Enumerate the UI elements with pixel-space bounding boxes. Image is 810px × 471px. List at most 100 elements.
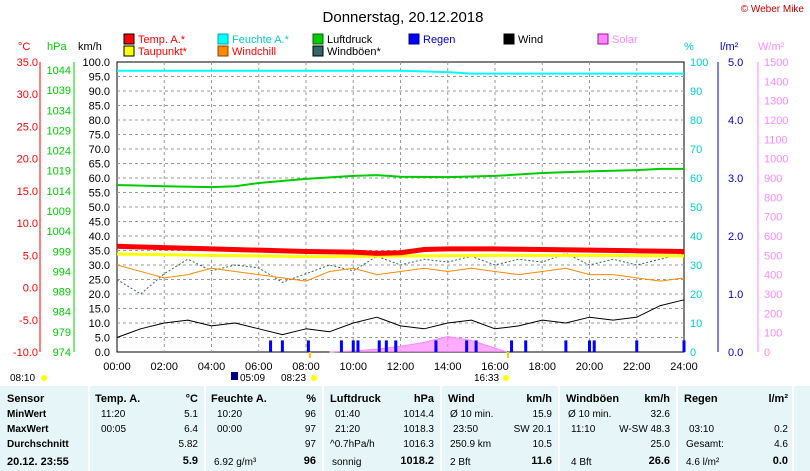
gust-day-avg: 25.0 [650, 439, 670, 450]
wind-tick: 10.0 [89, 318, 110, 330]
sunset-marker [503, 375, 509, 381]
rain-bar [351, 340, 355, 352]
gust-current: 26.6 [648, 455, 670, 467]
solar-tick: 1400 [764, 76, 788, 88]
time-tick: 18:00 [528, 361, 556, 373]
wind-max-time: 23:50 [453, 424, 479, 435]
rain-bar [434, 340, 438, 352]
gust-avg-label: Ø 10 min. [568, 409, 612, 420]
wind-tick: 20.0 [89, 289, 110, 301]
legend-label: Solar [612, 34, 638, 46]
rain-bar [564, 340, 568, 352]
hum-tick: 40 [690, 231, 702, 243]
gust-max: W-SW 48.3 [619, 424, 670, 435]
hum-tick: 10 [690, 318, 702, 330]
temp-tick: 30.0 [17, 89, 38, 101]
stats-col-gust: Windböen km/h Ø 10 min. 32.6 11:10 W-SW … [560, 386, 676, 471]
hum-max-time: 00:00 [217, 424, 243, 435]
legend-swatch [312, 33, 324, 45]
event-marker-1 [231, 372, 238, 380]
legend-swatch [597, 33, 609, 45]
axis-units: °C hPa km/h% l/m² W/m² [18, 41, 785, 53]
press-tick: 1044 [47, 65, 71, 77]
press-tick: 979 [53, 327, 71, 339]
wind-tick: 85.0 [89, 101, 110, 113]
event-time-1: 05:09 [240, 373, 265, 384]
series-feuchtea [117, 69, 684, 75]
legend-label: Regen [423, 34, 455, 46]
legend-swatch [217, 45, 229, 57]
time-tick: 08:00 [292, 361, 320, 373]
stats-col-rain: Regen l/m² 03:10 0.2 Gesamt: 4.6 4.6 l/m… [678, 386, 792, 471]
wind-tick: 100.0 [82, 57, 110, 69]
series-windben [116, 252, 685, 295]
wind-distance: 250.9 km [450, 439, 492, 450]
hum-tick: 100 [690, 57, 708, 69]
stats-table: Sensor MinWert MaxWert Durchschnitt 20.1… [0, 386, 810, 471]
rain-header: Regen [684, 393, 718, 405]
press-trend: ^0.7hPa/h [330, 439, 375, 450]
press-tick: 1039 [47, 85, 71, 97]
weather-chart: Donnerstag, 20.12.2018 Temp. A.* Feuchte … [10, 9, 788, 384]
wind-bft: 2 Bft [450, 457, 471, 468]
rain-tick: 4.0 [728, 115, 743, 127]
legend-label: Taupunkt* [138, 46, 188, 58]
solar-tick: 100 [764, 328, 782, 340]
event-time-2: 08:23 [281, 373, 306, 384]
stats-col-temp: Temp. A. °C 11:20 5.1 00:05 6.4 5.82 5.9 [90, 386, 204, 471]
stats-col-pressure: Luftdruck hPa 01:40 1014.4 21:20 1018.3 … [324, 386, 440, 471]
hum-absolute: 6.92 g/m³ [214, 457, 257, 468]
copyright-label: © Weber Mike [740, 4, 804, 15]
sunset-time: 16:33 [474, 373, 499, 384]
press-unit-label: hPa [47, 41, 67, 53]
sunrise-time: 08:10 [10, 373, 35, 384]
press-tick: 1034 [47, 105, 71, 117]
rain-bar [280, 340, 284, 352]
stats-col-sensor: Sensor MinWert MaxWert Durchschnitt 20.1… [0, 386, 88, 471]
temp-tick: 35.0 [17, 57, 38, 69]
stats-col-humidity: Feuchte A. % 10:20 96 00:00 97 97 6.92 g… [206, 386, 322, 471]
legend-swatch [123, 45, 135, 57]
rain-total: 4.6 [774, 439, 788, 450]
press-max-time: 21:20 [335, 424, 361, 435]
legend-label: Windböen* [327, 46, 382, 58]
solar-tick: 700 [764, 212, 782, 224]
hum-min: 96 [304, 409, 316, 420]
time-tick: 14:00 [434, 361, 462, 373]
series-taupunkt [116, 252, 685, 259]
temp-tick: 25.0 [17, 121, 38, 133]
wind-avg-label: Ø 10 min. [450, 409, 494, 420]
wind-tick: 5.0 [95, 333, 110, 345]
wind-max: SW 20.1 [513, 424, 552, 435]
temp-tick: -5.0 [19, 315, 38, 327]
legend-swatch [503, 33, 515, 45]
rain-bar [377, 340, 381, 352]
solar-tick: 600 [764, 231, 782, 243]
hum-tick: 60 [690, 173, 702, 185]
current-time: 20.12. 23:55 [7, 456, 69, 468]
press-current: 1018.2 [400, 455, 434, 467]
legend-swatch [408, 33, 420, 45]
hum-tick: 20 [690, 289, 702, 301]
solar-tick: 1500 [764, 57, 788, 69]
press-tick: 1009 [47, 206, 71, 218]
legend-label: Temp. A.* [138, 34, 186, 46]
press-tick: 1019 [47, 166, 71, 178]
solar-tick: 1100 [764, 134, 788, 146]
press-tick: 974 [53, 347, 71, 359]
press-tick: 994 [53, 266, 71, 278]
rain-bar [306, 340, 310, 352]
press-header: Luftdruck [330, 393, 381, 405]
gust-bft: 4 Bft [571, 457, 592, 468]
temp-header: Temp. A. [95, 393, 141, 405]
temp-avg: 5.82 [178, 439, 198, 450]
hum-tick: 70 [690, 144, 702, 156]
solar-tick: 900 [764, 173, 782, 185]
press-tick: 1029 [47, 125, 71, 137]
legend-swatch [217, 33, 229, 45]
temp-tick: 10.0 [17, 218, 38, 230]
hum-tick: 50 [690, 202, 702, 214]
rain-current: 0.0 [772, 455, 788, 467]
wind-tick: 15.0 [89, 304, 110, 316]
temp-min-time: 11:20 [101, 409, 126, 420]
